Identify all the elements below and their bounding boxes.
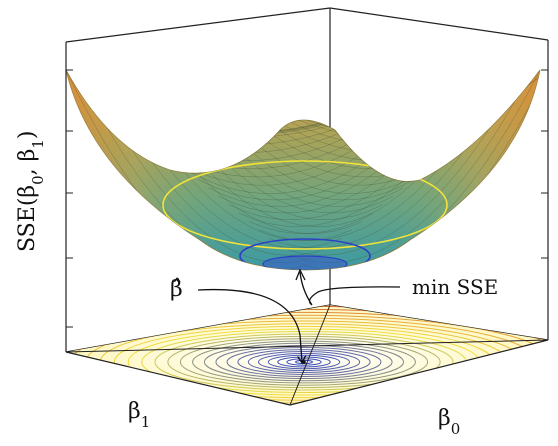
y-axis-label: β0 (438, 406, 460, 438)
floor-contour-ring (226, 347, 382, 377)
floor-contour-ring (237, 349, 371, 375)
surface-contour-yellow-outer (162, 160, 448, 250)
floor-diagonal-1 (65, 339, 549, 353)
floor-contour-ring (66, 314, 548, 405)
box-edge-floor-front-left (65, 351, 291, 406)
box-edge-floor-front-right (289, 339, 549, 406)
floor-contour-ring (179, 338, 429, 386)
minimum-point (302, 360, 306, 364)
floor-contour-ring (215, 344, 393, 380)
floor-contours (66, 305, 548, 405)
floor-diagonal-2 (289, 304, 331, 406)
surface-mesh-line (126, 107, 385, 146)
min-sse-arrow (299, 271, 401, 306)
floor-contour-ring (192, 340, 416, 384)
floor-contour-ring (247, 351, 361, 373)
floor-contour-ring (203, 342, 405, 382)
floor-contour-ring (167, 335, 441, 389)
floor-contour-ring (66, 311, 548, 405)
min-sse-arrow-head (295, 268, 306, 281)
floor-contour-ring (154, 333, 454, 391)
min-sse-label: min SSE (412, 275, 498, 299)
surface-contour-blue-inner (262, 255, 348, 270)
box-edge-back-left (65, 7, 331, 43)
beta-hat-label: β̂ (170, 277, 183, 302)
x-axis-label: β1 (128, 399, 150, 431)
sse-surface (65, 69, 541, 271)
box-edge-back-right (329, 7, 549, 41)
beta-hat-arrow (197, 288, 302, 362)
box-front-edges (65, 40, 549, 406)
z-axis-label: SSE(β0, β1) (15, 130, 47, 252)
z-axis-ticks (66, 69, 548, 328)
surface-contour-blue (239, 238, 371, 270)
